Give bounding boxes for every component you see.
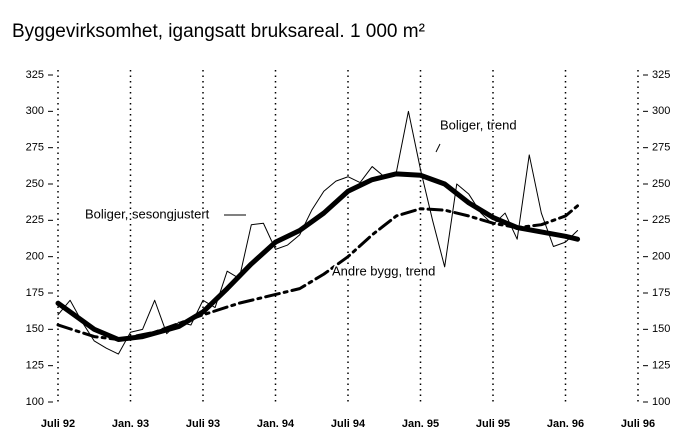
x-tick-label: Jan. 93 — [112, 418, 149, 430]
y2-tick-label: 125 — [652, 360, 670, 372]
x-tick-label: Juli 92 — [41, 418, 75, 430]
y2-tick-label: 100 — [652, 396, 670, 408]
x-tick-label: Juli 94 — [331, 418, 366, 430]
x-tick-label: Jan. 96 — [547, 418, 584, 430]
series-line — [55, 171, 581, 343]
y-tick-label: 150 — [26, 323, 44, 335]
y-tick-label: 275 — [26, 142, 44, 154]
y2-tick-label: 150 — [652, 323, 670, 335]
x-tick-label: Juli 96 — [621, 418, 655, 430]
chart-title: Byggevirksomhet, igangsatt bruksareal. 1… — [12, 21, 425, 42]
y2-tick-label: 250 — [652, 178, 670, 190]
y-tick-label: 225 — [26, 214, 44, 226]
y-tick-label: 300 — [26, 105, 44, 117]
y2-tick-label: 275 — [652, 142, 670, 154]
x-tick-label: Juli 93 — [186, 418, 220, 430]
leader-line — [435, 143, 441, 153]
series-line — [56, 204, 580, 342]
series-label: Boliger, trend — [440, 117, 517, 132]
y2-tick-label: 175 — [652, 287, 670, 299]
series-label: Boliger, sesongjustert — [85, 206, 210, 221]
series-label: Andre bygg, trend — [332, 263, 435, 278]
y-tick-label: 250 — [26, 178, 44, 190]
x-tick-label: Jan. 94 — [257, 418, 295, 430]
y2-tick-label: 225 — [652, 214, 670, 226]
y-tick-label: 175 — [26, 287, 44, 299]
y2-tick-label: 325 — [652, 69, 670, 81]
y-tick-label: 325 — [26, 69, 44, 81]
y-tick-label: 125 — [26, 360, 44, 372]
y2-tick-label: 300 — [652, 105, 670, 117]
y-tick-label: 200 — [26, 251, 44, 263]
x-tick-label: Jan. 95 — [402, 418, 439, 430]
y-tick-label: 100 — [26, 396, 44, 408]
x-tick-label: Juli 95 — [476, 418, 510, 430]
y2-tick-label: 200 — [652, 251, 670, 263]
